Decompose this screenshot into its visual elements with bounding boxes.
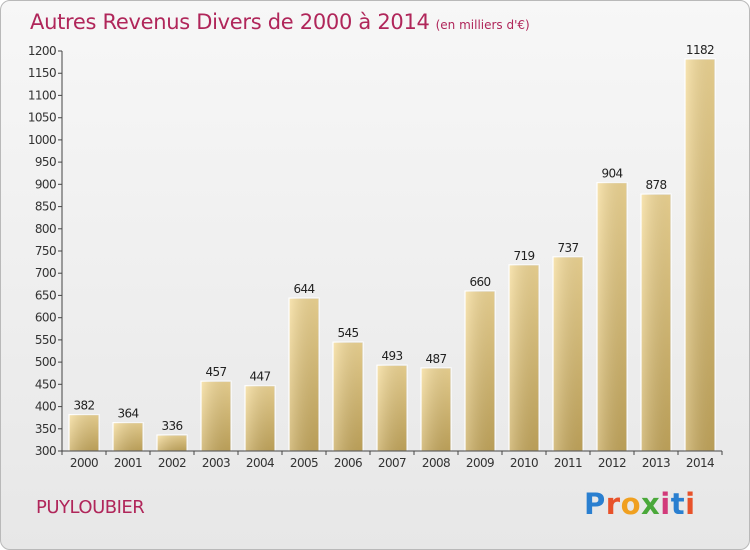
bar-2003: [200, 380, 232, 452]
logo-letter: t: [670, 487, 686, 521]
x-tick-label: 2009: [466, 456, 494, 470]
bar-2009: [464, 290, 496, 452]
x-tick-label: 2011: [554, 456, 582, 470]
y-tick-label: 500: [35, 355, 56, 369]
data-label: 878: [645, 178, 666, 192]
y-tick-label: 1100: [28, 88, 56, 102]
x-tick-label: 2004: [246, 456, 274, 470]
chart-subtitle: (en milliers d'€): [435, 18, 530, 32]
bar-2007: [376, 364, 408, 452]
data-label: 457: [205, 365, 226, 379]
data-label: 447: [249, 370, 270, 384]
y-tick-label: 550: [35, 333, 56, 347]
data-label: 336: [161, 419, 182, 433]
x-tick-label: 2013: [642, 456, 670, 470]
bars-group: 382 364 336 457 447 644 545 493 487 660 719 737 904 8…: [68, 43, 716, 452]
logo-letter: i: [685, 487, 696, 521]
bar-2012: [596, 182, 628, 452]
y-tick-label: 800: [35, 222, 56, 236]
y-tick-label: 300: [35, 444, 56, 458]
x-tick-label: 2001: [114, 456, 142, 470]
bar-2000: [68, 414, 100, 452]
y-tick-label: 1150: [28, 66, 56, 80]
y-axis: 300 350 400 450 500 550 600 650 700 750 800 850 900 9…: [28, 44, 63, 458]
data-label: 493: [381, 349, 402, 363]
data-label: 487: [425, 352, 446, 366]
logo-letter: o: [620, 487, 642, 521]
bar-2014: [684, 58, 716, 452]
y-tick-label: 1050: [28, 111, 56, 125]
y-tick-label: 1200: [28, 44, 56, 58]
data-label: 904: [601, 167, 622, 181]
data-label: 660: [469, 275, 490, 289]
y-tick-label: 750: [35, 244, 56, 258]
bar-2005: [288, 297, 320, 452]
y-tick-label: 400: [35, 400, 56, 414]
bar-2001: [112, 422, 144, 452]
logo-letter: x: [641, 487, 661, 521]
x-tick-label: 2000: [70, 456, 98, 470]
x-tick-label: 2003: [202, 456, 230, 470]
bar-2004: [244, 385, 276, 452]
data-label: 644: [293, 282, 314, 296]
commune-name: PUYLOUBIER: [36, 497, 145, 518]
bar-2010: [508, 264, 540, 452]
x-tick-label: 2012: [598, 456, 626, 470]
data-label: 737: [557, 241, 578, 255]
y-tick-label: 650: [35, 288, 56, 302]
bar-2008: [420, 367, 452, 452]
x-axis: 2000 2001 2002 2003 2004 2005 2006 2007 2008 2009…: [61, 450, 723, 470]
y-tick-label: 350: [35, 422, 56, 436]
data-label: 719: [513, 249, 534, 263]
bar-2013: [640, 193, 672, 452]
data-label: 382: [73, 399, 94, 413]
bar-2006: [332, 341, 364, 452]
chart-title: Autres Revenus Divers de 2000 à 2014 (en …: [30, 10, 530, 34]
y-tick-label: 1000: [28, 133, 56, 147]
proxiti-logo: Proxiti: [584, 487, 696, 521]
y-tick-label: 600: [35, 311, 56, 325]
x-tick-label: 2010: [510, 456, 538, 470]
chart-title-text: Autres Revenus Divers de 2000 à 2014: [30, 10, 430, 34]
data-label: 364: [117, 407, 138, 421]
x-tick-label: 2002: [158, 456, 186, 470]
x-tick-label: 2005: [290, 456, 318, 470]
x-tick-label: 2008: [422, 456, 450, 470]
y-tick-label: 850: [35, 200, 56, 214]
logo-letter: r: [605, 487, 621, 521]
y-tick-label: 450: [35, 377, 56, 391]
data-label: 1182: [686, 43, 714, 57]
bar-2002: [156, 434, 188, 452]
x-tick-label: 2006: [334, 456, 362, 470]
bar-2011: [552, 256, 584, 452]
y-tick-label: 950: [35, 155, 56, 169]
x-tick-label: 2007: [378, 456, 406, 470]
y-tick-label: 700: [35, 266, 56, 280]
y-tick-label: 900: [35, 177, 56, 191]
logo-letter: i: [660, 487, 671, 521]
x-tick-label: 2014: [686, 456, 714, 470]
data-label: 545: [337, 326, 358, 340]
logo-letter: P: [584, 487, 606, 521]
